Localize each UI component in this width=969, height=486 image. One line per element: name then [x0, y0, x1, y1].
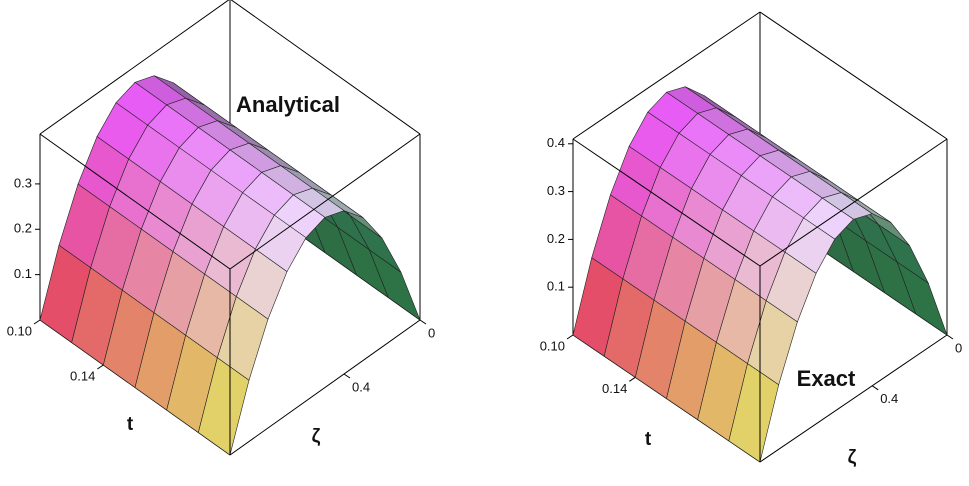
box-edge — [39, 133, 231, 270]
y-tick — [871, 385, 879, 391]
y-tick-label: 0.4 — [880, 391, 898, 406]
x-tick — [97, 364, 104, 370]
x-axis-label: t — [127, 414, 134, 435]
y-axis-label: ζ — [848, 447, 857, 468]
box-edge — [229, 133, 421, 270]
y-tick — [343, 373, 351, 379]
z-tick-label: 0.3 — [14, 175, 32, 190]
y-tick — [946, 334, 954, 340]
x-tick — [33, 319, 41, 325]
z-tick-label: 0.1 — [14, 266, 32, 281]
box-edge — [572, 138, 761, 267]
x-tick-label: 0.10 — [540, 338, 565, 353]
box-edge — [759, 334, 948, 463]
box-edge — [39, 0, 230, 135]
x-axis-label: t — [645, 429, 652, 450]
box-edge — [572, 11, 761, 140]
y-axis-label: ζ — [312, 426, 321, 447]
z-tick-label: 0.2 — [14, 221, 32, 236]
chart-exact: 0.1 0.2 0.3 0.4 0.10 0.14 0 0.4 t ζ Exact — [540, 11, 962, 468]
y-tick-label: 0 — [428, 325, 435, 340]
z-tick-label: 0.2 — [547, 231, 565, 246]
x-tick-label: 0.10 — [7, 323, 32, 338]
box-edge — [230, 0, 421, 135]
x-tick — [566, 334, 574, 340]
box-edge — [759, 138, 948, 267]
x-tick-label: 0.14 — [70, 368, 95, 383]
x-tick — [629, 376, 636, 382]
z-tick-label: 0.4 — [547, 135, 565, 150]
chart-title: Analytical — [236, 92, 340, 117]
y-tick-label: 0 — [955, 340, 962, 355]
z-tick-label: 0.1 — [547, 279, 565, 294]
y-tick — [419, 319, 427, 325]
box-edge — [229, 319, 421, 456]
y-tick-label: 0.4 — [352, 379, 370, 394]
box-edge — [759, 11, 948, 140]
z-tick-label: 0.3 — [547, 183, 565, 198]
chart-title: Exact — [797, 366, 856, 391]
x-tick-label: 0.14 — [602, 381, 627, 396]
chart-analytical: 0.1 0.2 0.3 0.10 0.14 0.4 0 t ζ Analytical — [7, 0, 435, 456]
